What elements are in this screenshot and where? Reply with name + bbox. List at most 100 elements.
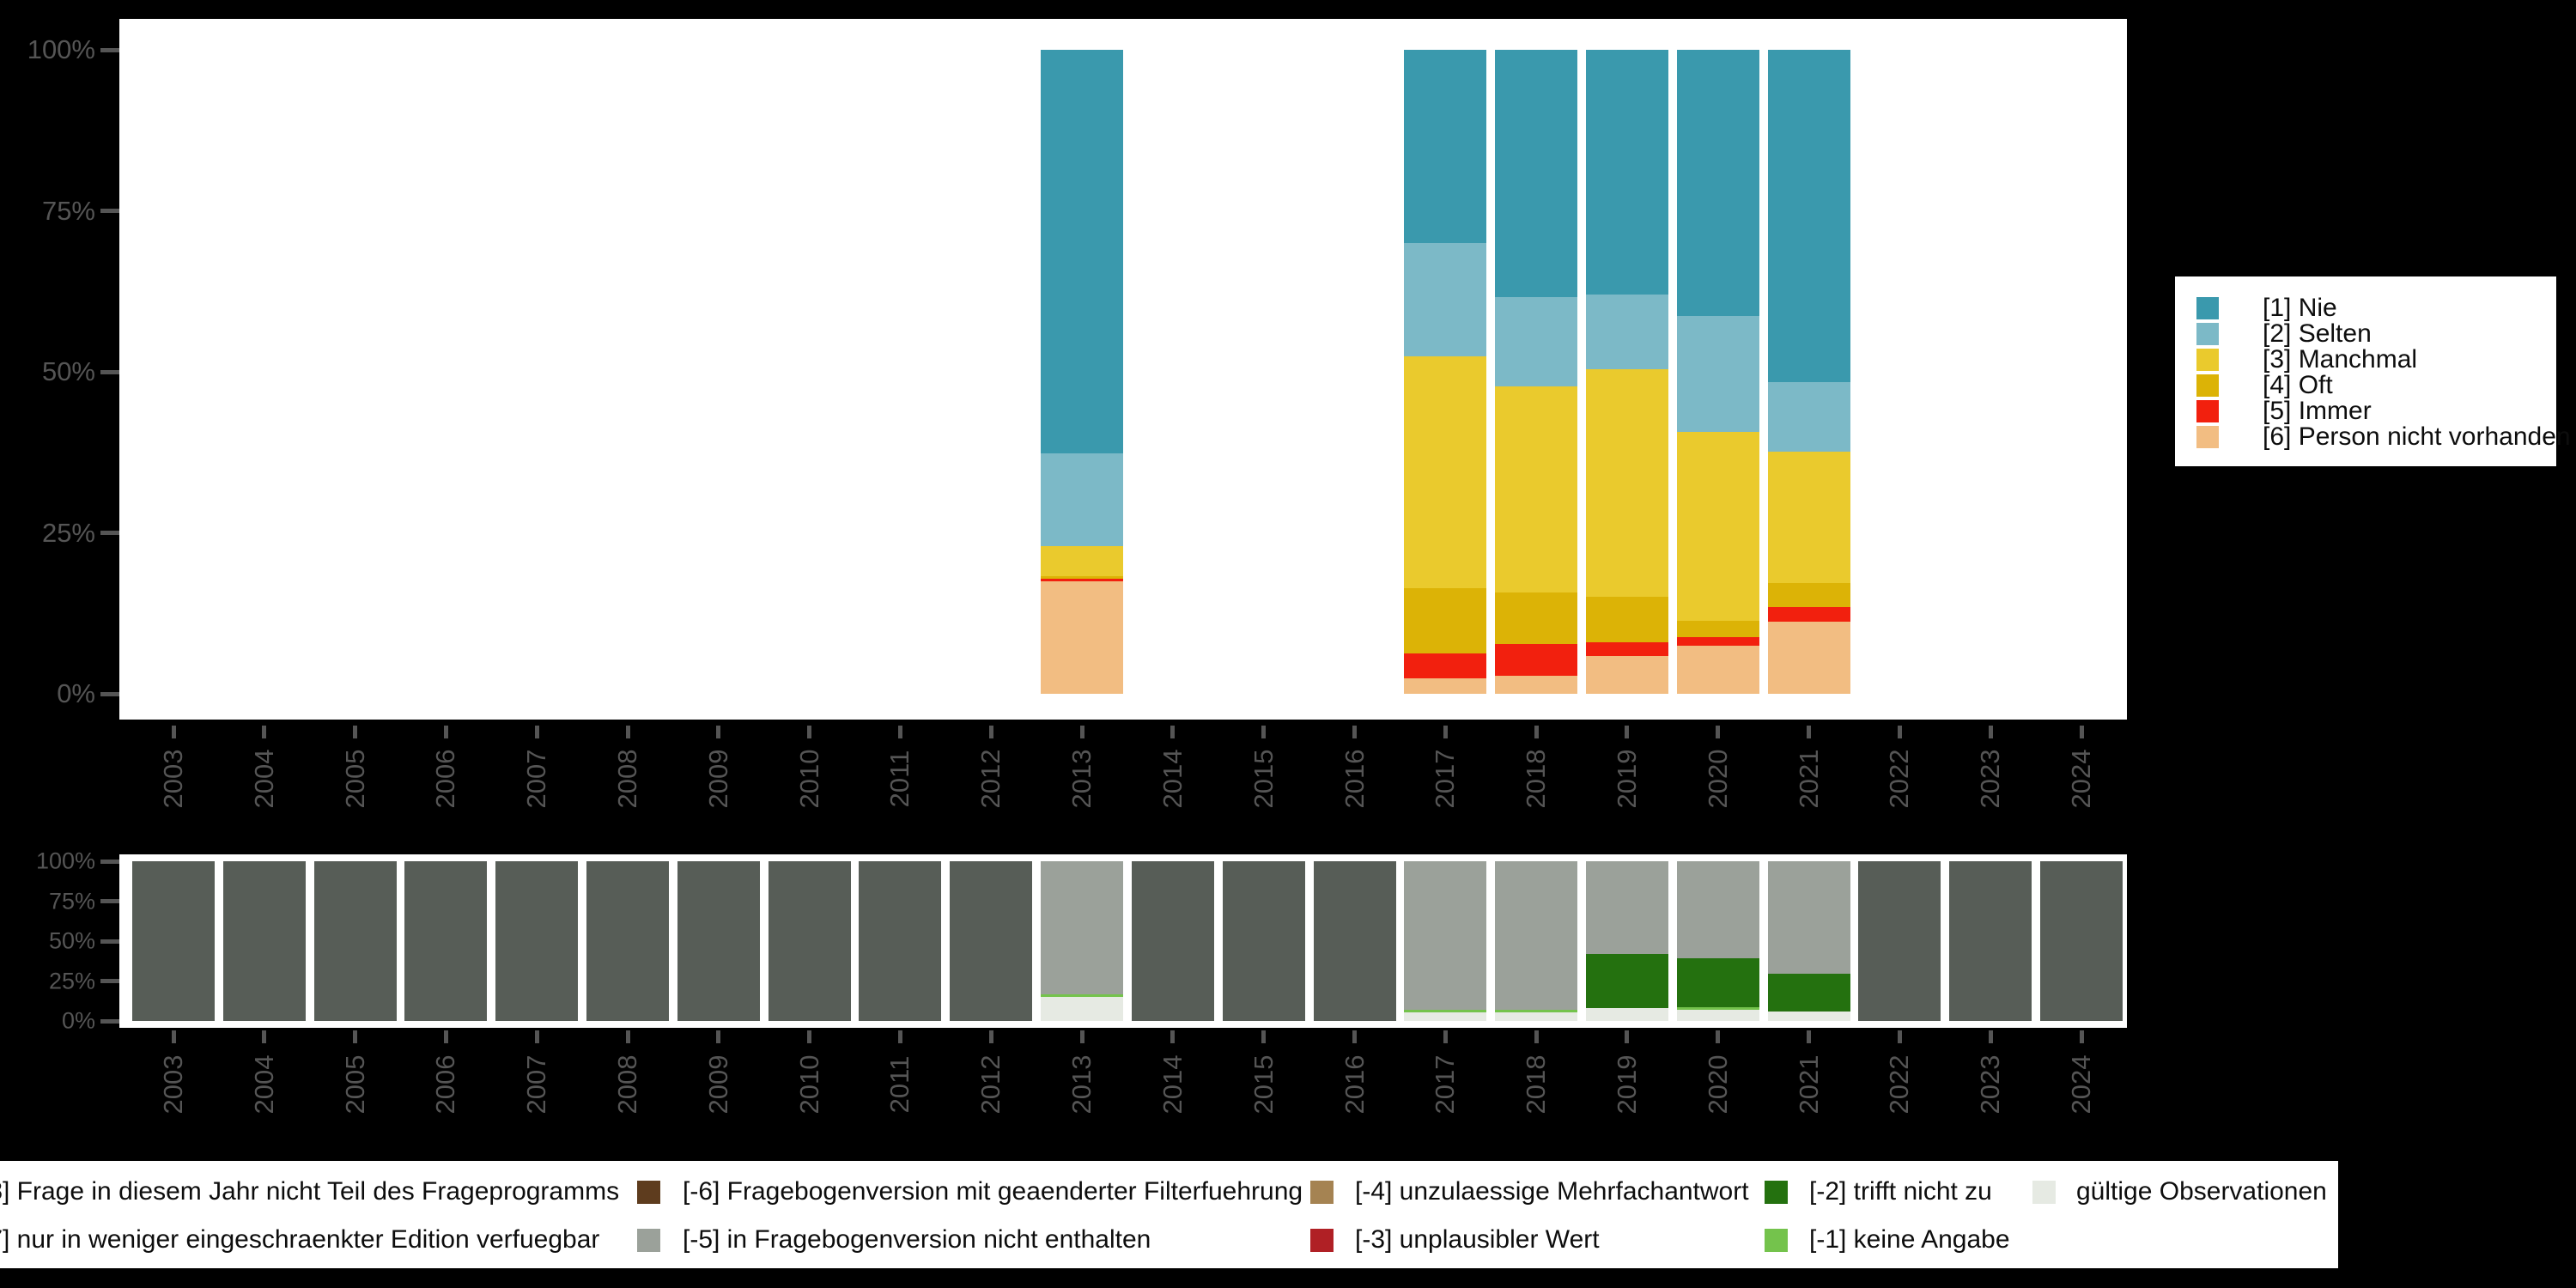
bottom-chart-x-tick	[1352, 1030, 1358, 1043]
bar-segment	[1313, 861, 1396, 1021]
top-chart-y-tick-label: 25%	[41, 517, 95, 548]
top-chart-x-tick-label: 2005	[339, 749, 370, 809]
bottom-chart-x-tick-label: 2018	[1521, 1054, 1552, 1115]
top-chart-x-tick-label: 2007	[521, 749, 552, 809]
legend-label: [6] Person nicht vorhanden	[2263, 422, 2571, 451]
bottom-chart-x-tick	[171, 1030, 176, 1043]
top-chart-bar-2019	[1585, 50, 1668, 694]
top-chart-x-tick	[1716, 726, 1721, 738]
bar-segment	[1495, 297, 1578, 387]
bar-segment	[859, 861, 942, 1021]
bar-segment	[1222, 861, 1305, 1021]
bar-segment	[1676, 315, 1759, 432]
bottom-chart-x-tick	[716, 1030, 721, 1043]
top-chart-bar-2017	[1404, 50, 1487, 694]
missing-legend-swatch	[2032, 1180, 2056, 1204]
top-chart-x-tick-label: 2014	[1157, 749, 1188, 809]
bottom-chart-y-tick-label: 50%	[48, 927, 95, 954]
bar-segment	[1767, 50, 1850, 382]
top-chart-x-tick	[1443, 726, 1448, 738]
missing-legend-swatch	[637, 1180, 660, 1204]
bottom-chart-bar-2023	[1949, 861, 2032, 1021]
bar-segment	[1041, 50, 1124, 454]
top-chart-x-tick	[1534, 726, 1539, 738]
bar-segment	[1676, 431, 1759, 622]
top-chart-y-tick	[100, 691, 119, 696]
bottom-chart-y-tick-label: 0%	[61, 1007, 95, 1034]
bottom-chart-x-tick-label: 2019	[1611, 1054, 1642, 1115]
bar-segment	[1767, 606, 1850, 622]
bar-segment	[1041, 861, 1124, 995]
bar-segment	[1585, 861, 1668, 954]
bar-segment	[1404, 588, 1487, 653]
bottom-chart-x-tick-label: 2020	[1702, 1054, 1733, 1115]
bar-segment	[1404, 678, 1487, 694]
bar-segment	[1585, 1008, 1668, 1021]
top-chart-y-tick	[100, 369, 119, 374]
top-chart-x-tick	[353, 726, 358, 738]
legend-item: [4] Oft	[2196, 371, 2333, 399]
bottom-chart-x-tick	[1716, 1030, 1721, 1043]
top-chart-x-tick	[1079, 726, 1084, 738]
bar-segment	[1495, 1009, 1578, 1012]
legend-item: [2] Selten	[2196, 319, 2372, 348]
bottom-chart-bar-2017	[1404, 861, 1487, 1021]
bar-segment	[222, 861, 306, 1021]
top-chart-x-tick-label: 2021	[1793, 749, 1824, 809]
bottom-chart-x-tick-label: 2003	[158, 1054, 188, 1115]
bottom-chart-y-tick-label: 100%	[35, 848, 95, 874]
bar-segment	[1041, 994, 1124, 998]
bottom-chart-x-tick	[1170, 1030, 1176, 1043]
bottom-chart-x-tick	[625, 1030, 630, 1043]
missing-legend-swatch	[1310, 1180, 1334, 1204]
bar-segment	[1495, 676, 1578, 694]
bar-segment	[495, 861, 579, 1021]
bar-segment	[1585, 369, 1668, 597]
bottom-chart-bar-2013	[1041, 861, 1124, 1021]
bar-segment	[1676, 958, 1759, 1008]
bottom-chart-x-tick-label: 2010	[793, 1054, 824, 1115]
top-chart-x-tick-label: 2024	[2066, 749, 2096, 809]
bar-segment	[1041, 580, 1124, 694]
missing-legend-swatch	[1310, 1228, 1334, 1252]
bottom-chart-y-tick-label: 75%	[48, 888, 95, 914]
top-chart-x-tick-label: 2003	[158, 749, 188, 809]
bar-segment	[1495, 861, 1578, 1010]
bar-segment	[1585, 50, 1668, 295]
bar-segment	[1585, 953, 1668, 1009]
bottom-chart-x-tick	[1897, 1030, 1902, 1043]
bottom-chart-y-tick	[100, 859, 119, 864]
bar-segment	[404, 861, 488, 1021]
top-chart-bar-2021	[1767, 50, 1850, 694]
bottom-chart-bar-2006	[404, 861, 488, 1021]
bottom-chart-x-tick	[988, 1030, 993, 1043]
missing-legend-label: [-2] trifft nicht zu	[1809, 1177, 1992, 1206]
bar-segment	[313, 861, 397, 1021]
bottom-chart-x-tick-label: 2007	[521, 1054, 552, 1115]
bottom-chart-x-tick-label: 2021	[1793, 1054, 1824, 1115]
bar-segment	[1585, 295, 1668, 369]
bar-segment	[586, 861, 670, 1021]
bar-segment	[1676, 861, 1759, 959]
missing-legend-label: gültige Observationen	[2076, 1177, 2327, 1206]
bottom-chart-x-tick-label: 2008	[612, 1054, 643, 1115]
bottom-chart-bar-2010	[768, 861, 851, 1021]
bottom-chart-x-tick	[534, 1030, 539, 1043]
top-chart-x-tick	[1261, 726, 1267, 738]
bar-segment	[1404, 243, 1487, 356]
top-chart-x-tick-label: 2008	[612, 749, 643, 809]
bar-segment	[1858, 861, 1941, 1021]
top-chart-x-tick-label: 2009	[702, 749, 733, 809]
bar-segment	[1495, 50, 1578, 297]
bottom-chart-x-tick	[1079, 1030, 1084, 1043]
legend-swatch	[2196, 349, 2219, 371]
bottom-chart-bar-2024	[2040, 861, 2123, 1021]
bottom-chart-bar-2019	[1585, 861, 1668, 1021]
bottom-chart-x-tick	[1261, 1030, 1267, 1043]
bar-segment	[1404, 861, 1487, 1010]
bottom-chart-y-tick	[100, 1018, 119, 1024]
top-chart-y-tick	[100, 531, 119, 535]
bar-segment	[1041, 997, 1124, 1021]
bottom-chart-x-tick-label: 2016	[1339, 1054, 1370, 1115]
bottom-chart-x-tick	[1443, 1030, 1448, 1043]
